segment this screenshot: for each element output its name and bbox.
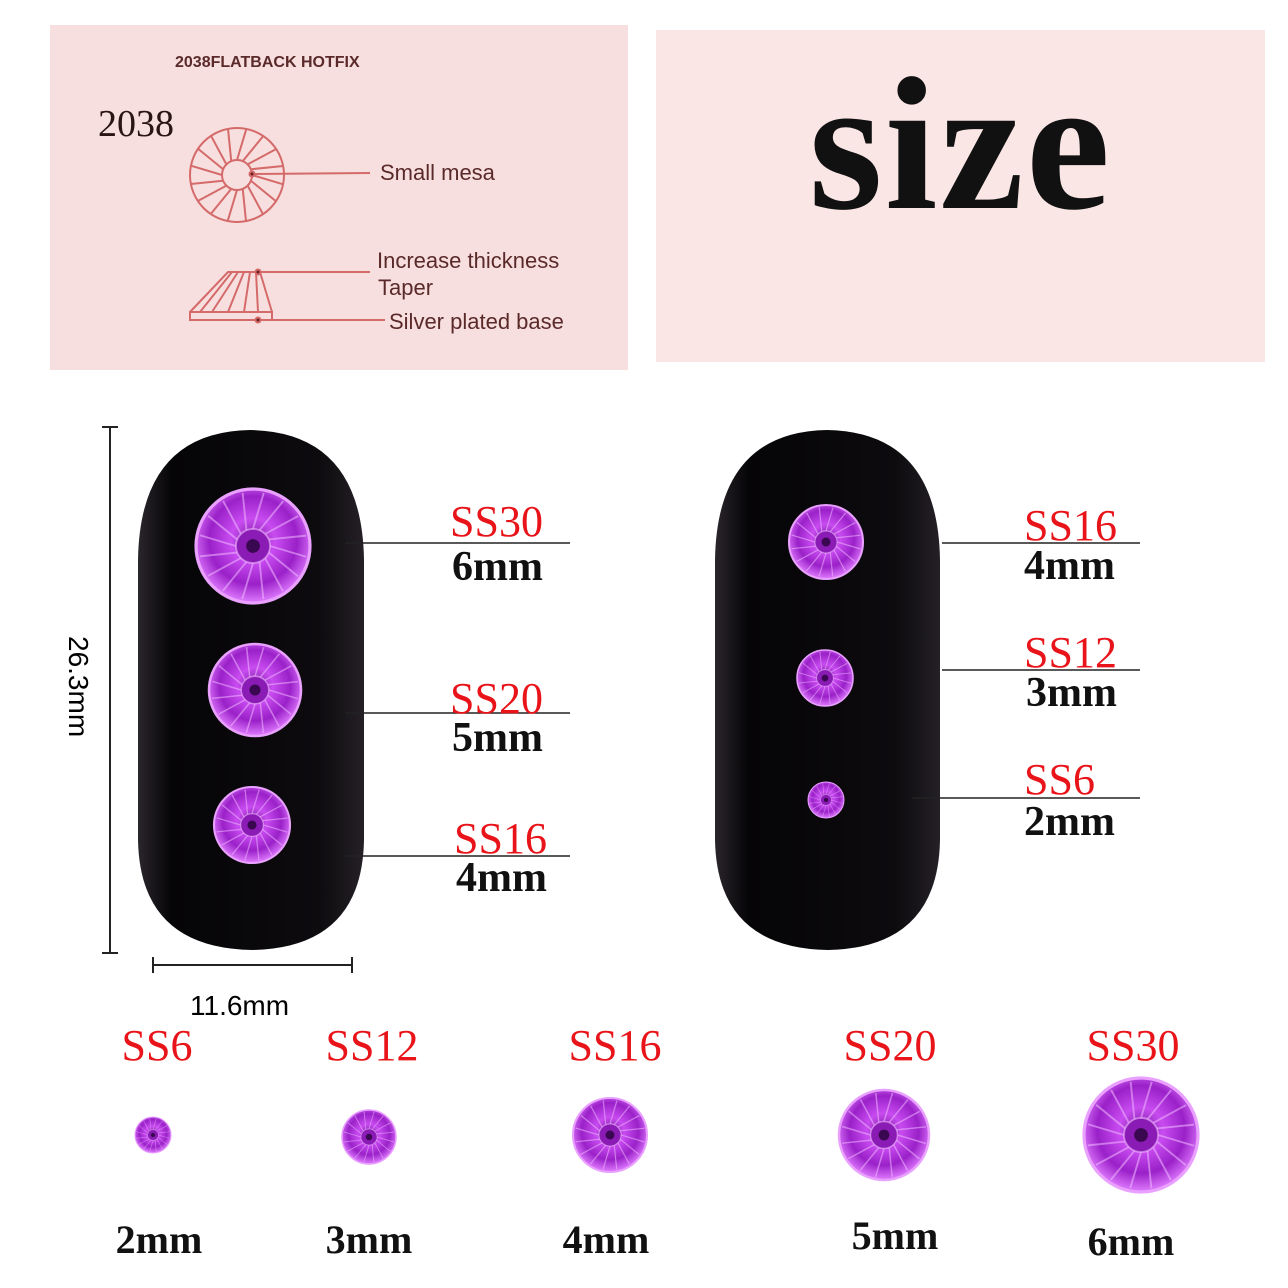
left-mm-label: 5mm [452, 715, 543, 761]
rhinestone-gem [134, 1116, 172, 1154]
model-number: 2038 [98, 103, 174, 145]
rhinestone-gem [807, 781, 845, 819]
bottom-mm-label: 5mm [851, 1213, 939, 1258]
bottom-mm-label: 3mm [325, 1217, 413, 1262]
rhinestone-gem [837, 1088, 931, 1182]
rhinestone-gem [212, 785, 292, 865]
width-dimension: 11.6mm [190, 990, 290, 1021]
bottom-mm-label: 2mm [115, 1217, 203, 1262]
bottom-mm-label: 4mm [562, 1217, 650, 1262]
rhinestone-gem [341, 1109, 397, 1165]
label-taper: Taper [378, 275, 434, 300]
rhinestone-gem [796, 649, 854, 707]
rhinestone-gem [571, 1096, 649, 1174]
diagram-panel [50, 25, 628, 370]
diagram-header: 2038FLATBACK HOTFIX [175, 54, 360, 71]
left-size-label: SS30 [450, 497, 543, 546]
bottom-mm-label: 6mm [1087, 1219, 1175, 1264]
bottom-size-label: SS6 [121, 1021, 193, 1070]
label-increase-thickness: Increase thickness [377, 248, 560, 273]
title: size [808, 40, 1113, 250]
left-size-label: SS20 [450, 674, 543, 723]
rhinestone-gem [787, 503, 865, 581]
rhinestone-gem [194, 487, 312, 605]
label-silver-base: Silver plated base [389, 309, 564, 334]
left-mm-label: 6mm [452, 544, 543, 590]
right-size-label: SS16 [1024, 501, 1117, 550]
bottom-size-label: SS20 [843, 1021, 937, 1070]
bottom-size-label: SS16 [568, 1021, 662, 1070]
right-size-label: SS6 [1024, 755, 1095, 804]
right-mm-label: 2mm [1024, 799, 1115, 845]
right-mm-label: 4mm [1024, 543, 1115, 589]
left-mm-label: 4mm [456, 855, 547, 901]
bottom-size-label: SS30 [1086, 1021, 1180, 1070]
label-small-mesa: Small mesa [380, 160, 495, 185]
bottom-size-label: SS12 [325, 1021, 419, 1070]
rhinestone-gem [1082, 1076, 1200, 1194]
right-size-label: SS12 [1024, 628, 1117, 677]
title-panel [656, 30, 1265, 362]
leader-lines [345, 542, 1140, 857]
rhinestone-gem [207, 642, 303, 738]
right-mm-label: 3mm [1026, 670, 1117, 716]
height-dimension: 26.3mm [63, 636, 94, 738]
rhinestone-diagram [189, 127, 385, 324]
dimension-lines [102, 426, 353, 973]
left-size-label: SS16 [454, 814, 547, 863]
